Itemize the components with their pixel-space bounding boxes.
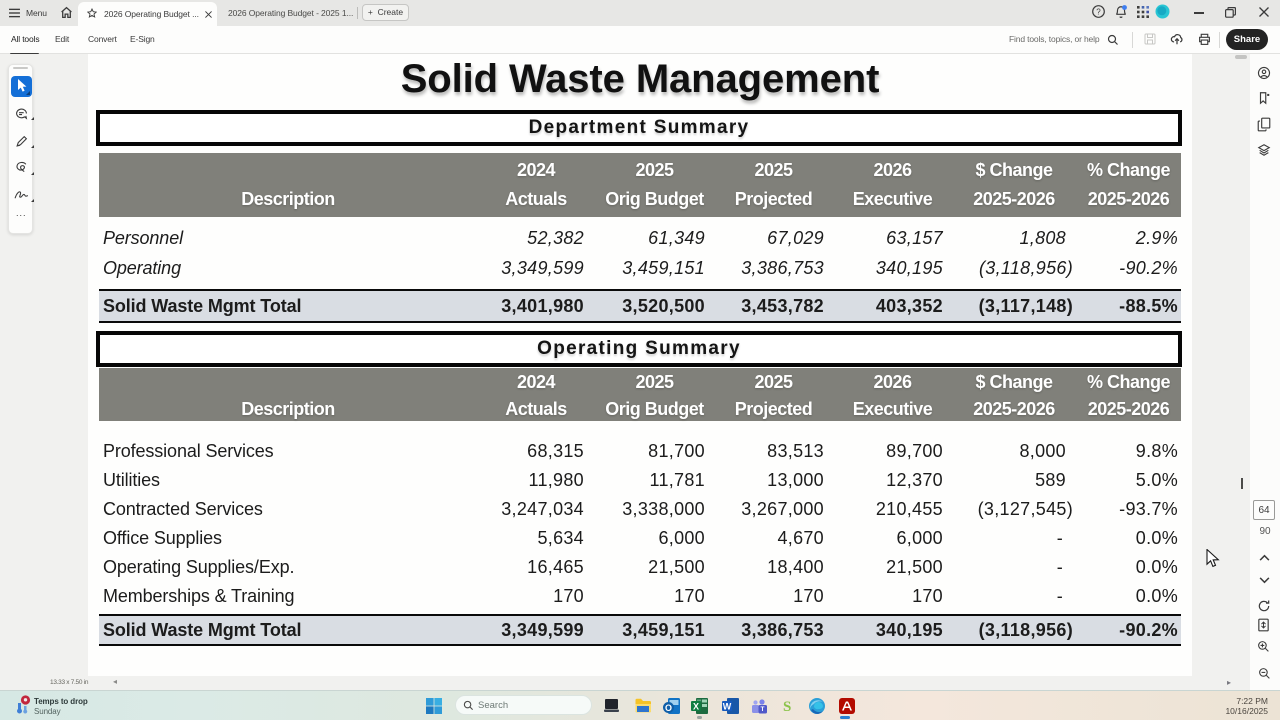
svg-text:T: T xyxy=(761,706,765,713)
svg-text:X: X xyxy=(693,701,699,711)
svg-text:W: W xyxy=(723,701,732,711)
svg-text:O: O xyxy=(665,703,672,713)
svg-text:?: ? xyxy=(1096,7,1101,16)
